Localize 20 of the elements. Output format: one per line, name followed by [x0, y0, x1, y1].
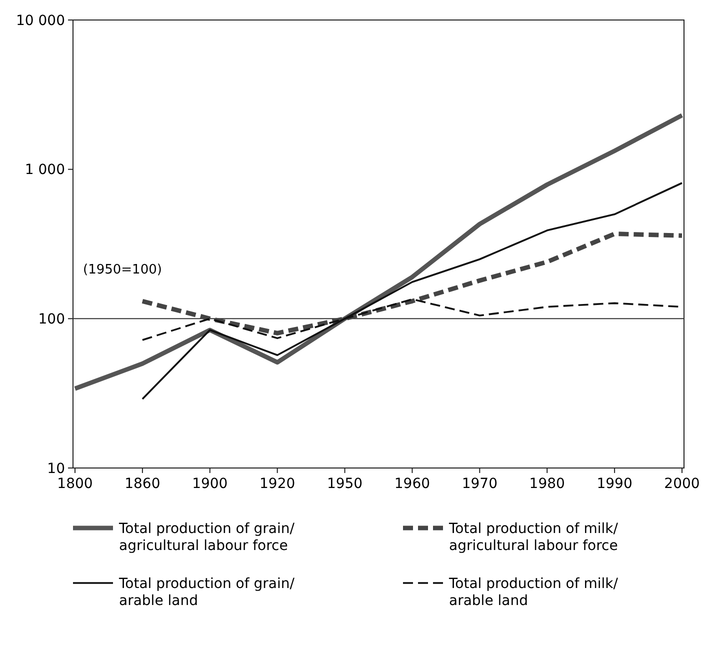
legend-label: Total production of grain/ agricultural labour force — [118, 521, 295, 554]
legend-label: Total production of grain/ arable land — [118, 576, 295, 609]
x-tick-label: 1920 — [260, 476, 296, 492]
x-tick-label: 1860 — [124, 476, 160, 492]
y-tick-label: 100 — [38, 312, 65, 328]
x-tick-label: 1950 — [326, 476, 363, 492]
x-tick-label: 1800 — [57, 476, 93, 492]
legend-label: Total production of milk/ arable land — [448, 576, 618, 609]
y-tick-label: 1 000 — [24, 162, 65, 178]
x-tick-label: 2000 — [664, 476, 700, 492]
x-tick-label: 1970 — [462, 476, 498, 492]
x-tick-label: 1990 — [596, 476, 632, 492]
y-tick-label: 10 — [47, 460, 65, 477]
x-tick-label: 1980 — [529, 476, 565, 492]
annotation: (1950=100) — [83, 262, 162, 278]
legend-label: Total production of milk/ agricultural labour force — [448, 521, 618, 554]
x-tick-label: 1900 — [192, 476, 228, 492]
line-series — [72, 113, 684, 391]
x-tick-label: 1960 — [394, 476, 430, 492]
y-tick-label: 10 000 — [16, 12, 65, 29]
